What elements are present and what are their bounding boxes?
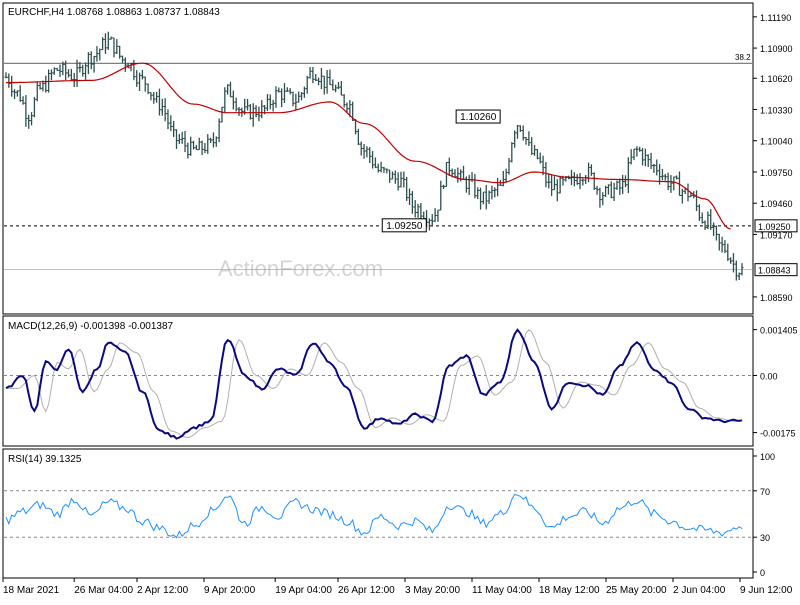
macd-panel-title: MACD(12,26,9) -0.001398 -0.001387 [8,321,174,332]
price-tick-label: 1.10620 [760,74,793,84]
rsi-tick-label: 0 [760,568,765,578]
price-tick-label: 1.09460 [760,199,793,209]
price-annotation-label: 1.10260 [460,112,497,123]
x-tick-label: 3 May 20:00 [405,585,460,596]
level-price-box [754,219,798,233]
x-tick-label: 18 May 12:00 [539,585,600,596]
last-price-box [754,263,798,277]
x-tick-label: 18 Mar 2021 [3,585,60,596]
watermark: ActionForex.com [218,256,383,281]
rsi-tick-label: 100 [760,452,775,462]
x-tick-label: 9 Jun 12:00 [740,585,793,596]
price-tick-label: 1.09170 [760,230,793,240]
time-x-axis: 18 Mar 2021 26 Mar 04:00 2 Apr 12:00 9 Apr … [2,578,793,596]
rsi-panel-title: RSI(14) 39.1325 [8,454,82,465]
x-tick-label: 25 May 20:00 [606,585,667,596]
macd-tick-label: 0.001405 [760,326,798,336]
price-candles [4,31,744,281]
x-tick-label: 26 Apr 12:00 [338,585,395,596]
price-tick-label: 1.08590 [760,293,793,303]
price-levels: 38.2 1.09250 1.08843 [4,53,798,277]
rsi-line [5,493,743,539]
price-annotation-box [381,218,427,233]
moving-average-line [6,62,731,230]
price-y-axis: 1.11190 1.10900 1.10620 1.10330 1.10040 1.097… [753,13,793,303]
x-tick-label: 2 Apr 12:00 [137,585,189,596]
x-tick-label: 2 Jun 04:00 [673,585,726,596]
price-tick-label: 1.11190 [760,13,791,23]
x-tick-label: 26 Mar 04:00 [74,585,133,596]
fib-label: 38.2 [735,53,751,62]
level-price-label: 1.09250 [758,222,791,232]
last-price-label: 1.08843 [758,266,791,276]
price-annotations: 1.10260 1.09250 [381,109,501,233]
price-tick-label: 1.10330 [760,105,793,115]
price-annotation-label: 1.09250 [386,221,423,232]
macd-y-axis: 0.001405 0.00 -0.00175 [4,326,798,439]
rsi-tick-label: 70 [760,487,770,497]
price-annotation-box [455,109,501,124]
rsi-tick-label: 30 [760,533,770,543]
price-tick-label: 1.10900 [760,44,793,54]
x-tick-label: 11 May 04:00 [472,585,532,596]
price-tick-label: 1.09750 [760,168,793,178]
x-tick-label: 19 Apr 04:00 [275,585,332,596]
macd-signal-line [6,329,743,439]
price-tick-label: 1.10040 [760,137,793,147]
macd-tick-label: 0.00 [760,371,778,381]
macd-tick-label: -0.00175 [760,429,796,439]
rsi-y-axis: 100 70 30 0 [4,452,775,578]
rsi-panel-frame [2,448,754,579]
x-tick-label: 9 Apr 20:00 [204,585,256,596]
price-panel-title: EURCHF,H4 1.08768 1.08863 1.08737 1.0884… [8,7,220,18]
macd-line [5,328,743,440]
macd-panel-frame [2,315,754,447]
